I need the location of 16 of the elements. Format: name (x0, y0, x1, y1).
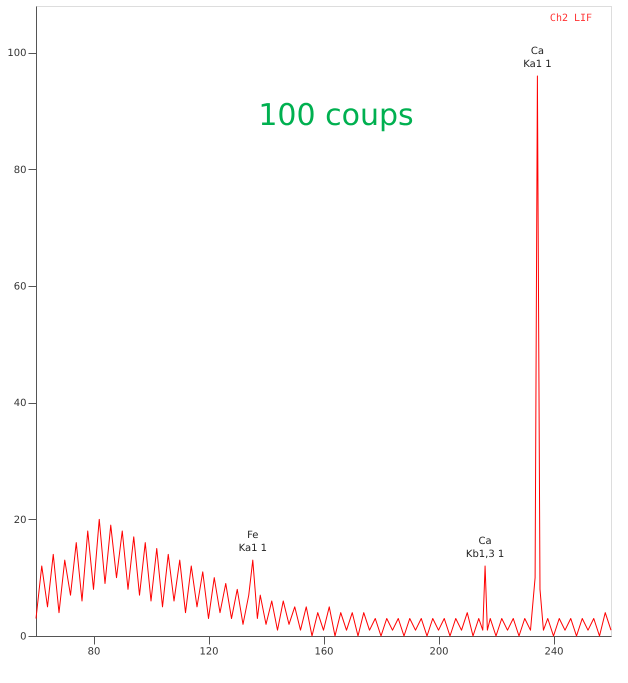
y-tick-label: 80 (14, 164, 26, 176)
annotation: 100 coups (258, 98, 414, 133)
y-tick-label: 20 (14, 514, 26, 526)
x-tick-label: 120 (199, 646, 219, 658)
x-tick-label: 240 (544, 646, 564, 658)
y-tick-label: 100 (7, 48, 26, 60)
y-tick-label: 0 (20, 632, 26, 642)
x-tick-label: 160 (314, 646, 334, 658)
annotation: Ca Kb1,3 1 (466, 536, 504, 560)
annotation: Ch2 LIF (550, 13, 592, 24)
x-tick-label: 200 (429, 646, 449, 658)
y-tick-label: 40 (14, 398, 26, 410)
annotation: Fe Ka1 1 (238, 530, 267, 554)
y-tick-label: 60 (14, 282, 26, 292)
x-tick-label: 80 (88, 646, 100, 658)
annotation: Ca Ka1 1 (523, 46, 552, 70)
